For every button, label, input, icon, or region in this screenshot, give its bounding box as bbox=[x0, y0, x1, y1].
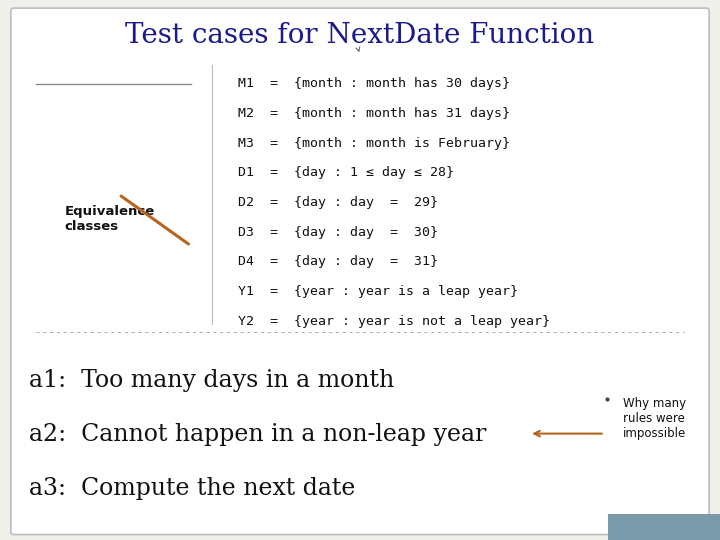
Text: M3  =  {month : month is February}: M3 = {month : month is February} bbox=[238, 137, 510, 150]
Text: Y1  =  {year : year is a leap year}: Y1 = {year : year is a leap year} bbox=[238, 285, 518, 298]
Text: Y2  =  {year : year is not a leap year}: Y2 = {year : year is not a leap year} bbox=[238, 315, 549, 328]
Text: D4  =  {day : day  =  31}: D4 = {day : day = 31} bbox=[238, 255, 438, 268]
Text: Equivalence
classes: Equivalence classes bbox=[65, 205, 155, 233]
Text: Test cases for NextDate Function: Test cases for NextDate Function bbox=[125, 22, 595, 49]
Text: a2:  Cannot happen in a non-leap year: a2: Cannot happen in a non-leap year bbox=[29, 423, 486, 446]
Text: Why many
rules were
impossible: Why many rules were impossible bbox=[623, 397, 686, 440]
Text: D1  =  {day : 1 ≤ day ≤ 28}: D1 = {day : 1 ≤ day ≤ 28} bbox=[238, 166, 454, 179]
Text: M2  =  {month : month has 31 days}: M2 = {month : month has 31 days} bbox=[238, 107, 510, 120]
Text: a3:  Compute the next date: a3: Compute the next date bbox=[29, 477, 355, 500]
Bar bbox=[608, 514, 720, 540]
Text: D2  =  {day : day  =  29}: D2 = {day : day = 29} bbox=[238, 196, 438, 209]
Text: D3  =  {day : day  =  30}: D3 = {day : day = 30} bbox=[238, 226, 438, 239]
Text: a1:  Too many days in a month: a1: Too many days in a month bbox=[29, 369, 394, 392]
Text: M1  =  {month : month has 30 days}: M1 = {month : month has 30 days} bbox=[238, 77, 510, 90]
FancyBboxPatch shape bbox=[11, 8, 709, 535]
